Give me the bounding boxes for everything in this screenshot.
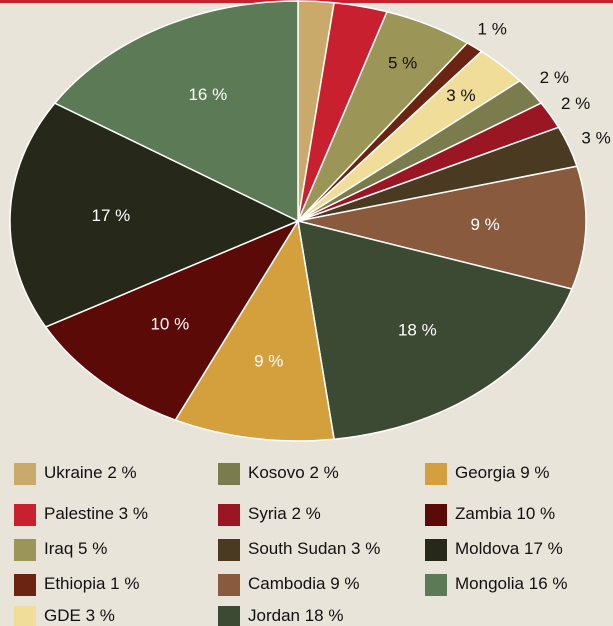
legend-label: Cambodia 9 % [248,574,360,593]
legend-swatch [14,539,36,561]
legend-name: GDE [44,606,81,625]
legend-label: Syria 2 % [248,504,321,523]
slice-label: 10 % [150,315,189,334]
legend-value: 10 % [516,504,555,523]
pie-slice [9,102,300,328]
legend-swatch [218,463,240,485]
legend-name: Iraq [44,539,73,558]
slice-label: 16 % [188,85,227,104]
legend-swatch [218,606,240,626]
legend-name: Zambia [455,504,512,523]
legend-swatch [218,504,240,526]
legend-value: 5 % [78,539,107,558]
legend-label: GDE 3 % [44,606,115,625]
legend-swatch [14,574,36,596]
legend-swatch [425,539,447,561]
slice-label: 9 % [470,215,499,234]
legend-name: South Sudan [248,539,346,558]
slice-label: 17 % [92,206,131,225]
legend-label: Palestine 3 % [44,504,148,523]
slice-label: 1 % [478,19,507,38]
legend-name: Moldova [455,539,520,558]
pie-slice [53,0,299,223]
legend-label: Ukraine 2 % [44,463,137,482]
legend-value: 2 % [107,463,136,482]
legend-name: Palestine [44,504,114,523]
legend-label: Zambia 10 % [455,504,555,523]
pie-slice [297,219,573,441]
legend-value: 16 % [529,574,568,593]
legend-label: South Sudan 3 % [248,539,380,558]
slice-label: 3 % [581,129,610,148]
pie-slice [297,165,587,290]
legend-name: Cambodia [248,574,326,593]
legend-label: Mongolia 16 % [455,574,567,593]
legend-name: Mongolia [455,574,525,593]
legend-value: 9 % [520,463,549,482]
slice-label: 9 % [254,352,283,371]
legend-swatch [14,606,36,626]
legend-name: Jordan [248,606,300,625]
slice-label: 3 % [446,86,475,105]
slice-label: 5 % [388,54,417,73]
legend-name: Syria [248,504,287,523]
legend-swatch [14,504,36,526]
legend-label: Ethiopia 1 % [44,574,139,593]
legend-swatch [425,504,447,526]
legend-name: Georgia [455,463,516,482]
legend-value: 3 % [351,539,380,558]
legend-label: Moldova 17 % [455,539,563,558]
slice-label: 2 % [540,68,569,87]
legend-label: Jordan 18 % [248,606,343,625]
legend-swatch [218,539,240,561]
legend-label: Kosovo 2 % [248,463,339,482]
legend-value: 18 % [305,606,344,625]
legend-value: 3 % [119,504,148,523]
legend-value: 9 % [330,574,359,593]
slice-label: 2 % [561,94,590,113]
legend-swatch [425,463,447,485]
pie-slice [174,218,335,442]
legend-value: 2 % [291,504,320,523]
legend-name: Ukraine [44,463,103,482]
legend-value: 2 % [309,463,338,482]
legend-name: Kosovo [248,463,305,482]
legend-value: 17 % [524,539,563,558]
legend-swatch [425,574,447,596]
legend-swatch [14,463,36,485]
slice-label: 18 % [398,321,437,340]
pie-slice [44,219,300,421]
legend-swatch [218,574,240,596]
legend-name: Ethiopia [44,574,106,593]
legend-label: Georgia 9 % [455,463,550,482]
legend-label: Iraq 5 % [44,539,107,558]
legend-value: 3 % [86,606,115,625]
legend-value: 1 % [110,574,139,593]
